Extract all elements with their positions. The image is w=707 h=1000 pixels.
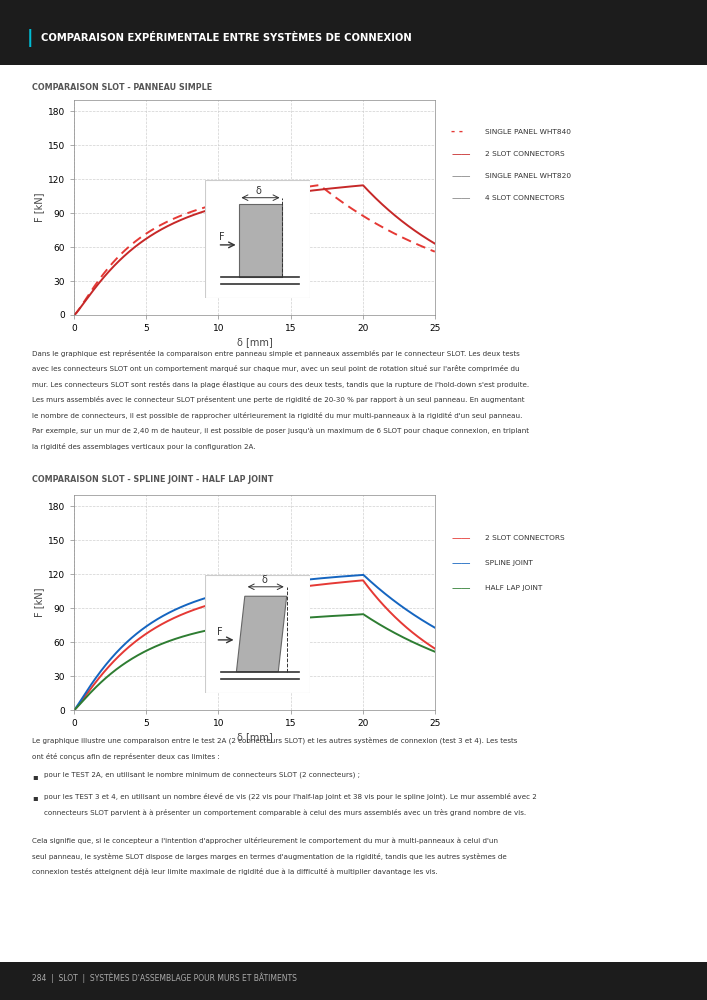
Text: HALF LAP JOINT: HALF LAP JOINT bbox=[485, 585, 542, 591]
Text: - -: - - bbox=[451, 127, 463, 137]
Text: ont été conçus afin de représenter deux cas limites :: ont été conçus afin de représenter deux … bbox=[32, 752, 220, 760]
Text: la rigidité des assemblages verticaux pour la configuration 2A.: la rigidité des assemblages verticaux po… bbox=[32, 443, 255, 450]
Text: ——: —— bbox=[451, 171, 471, 181]
Text: ——: —— bbox=[451, 193, 471, 203]
Text: SINGLE PANEL WHT820: SINGLE PANEL WHT820 bbox=[485, 173, 571, 179]
Text: SINGLE PANEL WHT840: SINGLE PANEL WHT840 bbox=[485, 129, 571, 135]
Text: 4 SLOT CONNECTORS: 4 SLOT CONNECTORS bbox=[485, 195, 564, 201]
Text: connecteurs SLOT parvient à à présenter un comportement comparable à celui des m: connecteurs SLOT parvient à à présenter … bbox=[44, 808, 526, 816]
Text: ——: —— bbox=[451, 149, 471, 159]
Text: ——: —— bbox=[451, 558, 471, 568]
Text: ——: —— bbox=[451, 533, 471, 543]
Text: pour les TEST 3 et 4, en utilisant un nombre élevé de vis (22 vis pour l'half-la: pour les TEST 3 et 4, en utilisant un no… bbox=[44, 793, 537, 800]
Text: 2 SLOT CONNECTORS: 2 SLOT CONNECTORS bbox=[485, 151, 565, 157]
Text: avec les connecteurs SLOT ont un comportement marqué sur chaque mur, avec un seu: avec les connecteurs SLOT ont un comport… bbox=[32, 365, 520, 372]
Text: 2 SLOT CONNECTORS: 2 SLOT CONNECTORS bbox=[485, 535, 565, 541]
Text: δ: δ bbox=[262, 575, 267, 585]
Text: le nombre de connecteurs, il est possible de rapprocher ultérieurement la rigidi: le nombre de connecteurs, il est possibl… bbox=[32, 412, 522, 419]
X-axis label: δ [mm]: δ [mm] bbox=[237, 337, 272, 347]
Text: F: F bbox=[216, 627, 222, 637]
Text: δ: δ bbox=[255, 186, 261, 196]
Text: ▪: ▪ bbox=[32, 793, 37, 802]
Text: Les murs assemblés avec le connecteur SLOT présentent une perte de rigidité de 2: Les murs assemblés avec le connecteur SL… bbox=[32, 396, 525, 403]
Bar bbox=[238, 204, 283, 277]
Text: |: | bbox=[27, 29, 33, 47]
Text: 284  |  SLOT  |  SYSTÈMES D'ASSEMBLAGE POUR MURS ET BÂTIMENTS: 284 | SLOT | SYSTÈMES D'ASSEMBLAGE POUR … bbox=[32, 973, 297, 983]
Text: Par exemple, sur un mur de 2,40 m de hauteur, il est possible de poser jusqu'à u: Par exemple, sur un mur de 2,40 m de hau… bbox=[32, 427, 529, 434]
Text: pour le TEST 2A, en utilisant le nombre minimum de connecteurs SLOT (2 connecteu: pour le TEST 2A, en utilisant le nombre … bbox=[44, 772, 360, 778]
Y-axis label: F [kN]: F [kN] bbox=[34, 588, 44, 617]
Text: seul panneau, le système SLOT dispose de larges marges en termes d'augmentation : seul panneau, le système SLOT dispose de… bbox=[32, 852, 506, 859]
Text: mur. Les connecteurs SLOT sont restés dans la plage élastique au cours des deux : mur. Les connecteurs SLOT sont restés da… bbox=[32, 381, 529, 388]
Polygon shape bbox=[236, 596, 286, 672]
Text: ▪: ▪ bbox=[32, 772, 37, 781]
Text: COMPARAISON EXPÉRIMENTALE ENTRE SYSTÈMES DE CONNEXION: COMPARAISON EXPÉRIMENTALE ENTRE SYSTÈMES… bbox=[41, 33, 411, 43]
Text: F: F bbox=[218, 232, 224, 242]
Text: ——: —— bbox=[451, 583, 471, 593]
Text: Cela signifie que, si le concepteur a l'intention d'approcher ultérieurement le : Cela signifie que, si le concepteur a l'… bbox=[32, 837, 498, 844]
Y-axis label: F [kN]: F [kN] bbox=[34, 193, 44, 222]
Text: Le graphique illustre une comparaison entre le test 2A (2 connecteurs SLOT) et l: Le graphique illustre une comparaison en… bbox=[32, 737, 518, 744]
Text: Dans le graphique est représentée la comparaison entre panneau simple et panneau: Dans le graphique est représentée la com… bbox=[32, 350, 520, 357]
Text: COMPARAISON SLOT - PANNEAU SIMPLE: COMPARAISON SLOT - PANNEAU SIMPLE bbox=[32, 84, 212, 93]
X-axis label: δ [mm]: δ [mm] bbox=[237, 732, 272, 742]
Text: SPLINE JOINT: SPLINE JOINT bbox=[485, 560, 533, 566]
Text: COMPARAISON SLOT - SPLINE JOINT - HALF LAP JOINT: COMPARAISON SLOT - SPLINE JOINT - HALF L… bbox=[32, 476, 273, 485]
Text: connexion testés atteignent déjà leur limite maximale de rigidité due à la diffi: connexion testés atteignent déjà leur li… bbox=[32, 868, 438, 875]
